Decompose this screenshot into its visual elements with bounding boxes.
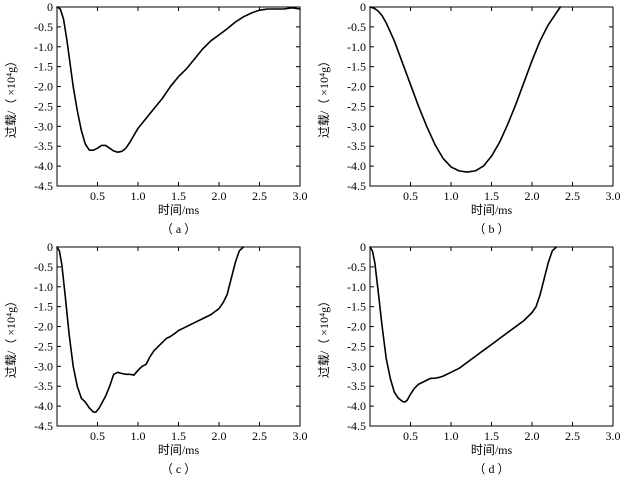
plot-frame xyxy=(369,246,614,427)
x-tick-label: 1.5 xyxy=(484,429,499,443)
x-tick-label: 2.0 xyxy=(525,189,540,203)
x-tick-label: 2.5 xyxy=(252,429,267,443)
x-tick-label: 3.0 xyxy=(293,189,308,203)
x-axis-label: 时间/ms xyxy=(158,443,200,457)
chart-panel-c: 0.5 1.0 1.5 2.0 2.5 3.0 0 -0.5 -1.0 -1.5 -2.0 -2.5 -… xyxy=(4,240,308,476)
y-tick-label: -4.5 xyxy=(34,419,53,433)
y-tick-label: 0 xyxy=(360,0,366,14)
x-tick-label: 1.5 xyxy=(484,189,499,203)
y-tick-label: -1.0 xyxy=(34,40,53,54)
y-tick-label: -4.0 xyxy=(347,159,366,173)
x-axis-label: 时间/ms xyxy=(471,443,513,457)
x-tick-label: 1.0 xyxy=(444,429,459,443)
y-tick-label: -2.0 xyxy=(34,320,53,334)
x-tick-label: 2.5 xyxy=(252,189,267,203)
y-tick-label: -4.0 xyxy=(34,399,53,413)
chart-panel-a: 0.5 1.0 1.5 2.0 2.5 3.0 0 -0.5 -1.0 -1.5 -2.0 -2.5 -… xyxy=(4,0,308,236)
x-tick-label: 1.0 xyxy=(131,429,146,443)
x-tick-label: 0.5 xyxy=(90,429,105,443)
plot-frame xyxy=(369,6,614,187)
y-axis-label: 过载/（ ×10⁴g） xyxy=(317,55,331,138)
y-tick-label: -2.0 xyxy=(34,80,53,94)
y-tick-label: -1.0 xyxy=(347,280,366,294)
x-tick-label: 0.5 xyxy=(403,429,418,443)
panel-caption: （ a ） xyxy=(161,222,196,236)
y-tick-label: -0.5 xyxy=(347,20,366,34)
y-tick-label: -0.5 xyxy=(34,260,53,274)
x-tick-label: 0.5 xyxy=(403,189,418,203)
x-tick-label: 2.5 xyxy=(565,189,580,203)
x-tick-label: 1.0 xyxy=(444,189,459,203)
chart-panel-b: 0.5 1.0 1.5 2.0 2.5 3.0 0 -0.5 -1.0 -1.5 -2.0 -2.5 -… xyxy=(317,0,621,236)
x-tick-label: 3.0 xyxy=(606,189,621,203)
y-tick-label: -1.0 xyxy=(347,40,366,54)
series-line xyxy=(56,246,245,413)
y-tick-label: -3.5 xyxy=(347,139,366,153)
y-tick-label: -2.5 xyxy=(34,99,53,113)
x-tick-label: 3.0 xyxy=(293,429,308,443)
series-line xyxy=(56,6,301,153)
y-tick-label: -2.0 xyxy=(347,320,366,334)
plot-frame xyxy=(56,6,301,187)
x-tick-label: 1.5 xyxy=(171,429,186,443)
y-tick-label: -3.0 xyxy=(34,119,53,133)
x-tick-label: 3.0 xyxy=(606,429,621,443)
plot-frame xyxy=(56,246,301,427)
y-axis-label: 过载/（ ×10⁴g） xyxy=(317,295,331,378)
panel-caption: （ c ） xyxy=(161,462,196,476)
y-tick-label: -3.0 xyxy=(347,359,366,373)
chart-panel-d: 0.5 1.0 1.5 2.0 2.5 3.0 0 -0.5 -1.0 -1.5 -2.0 -2.5 -… xyxy=(317,240,621,476)
panel-caption: （ d ） xyxy=(473,462,509,476)
x-tick-label: 2.0 xyxy=(212,429,227,443)
x-tick-label: 1.0 xyxy=(131,189,146,203)
y-tick-label: -3.5 xyxy=(34,379,53,393)
x-tick-label: 0.5 xyxy=(90,189,105,203)
panel-caption: （ b ） xyxy=(473,222,509,236)
y-tick-label: -2.0 xyxy=(347,80,366,94)
y-tick-label: -3.0 xyxy=(34,359,53,373)
y-tick-label: -2.5 xyxy=(34,339,53,353)
y-tick-label: -4.5 xyxy=(347,179,366,193)
y-tick-label: -4.5 xyxy=(347,419,366,433)
y-tick-label: 0 xyxy=(360,240,366,254)
x-tick-label: 2.5 xyxy=(565,429,580,443)
series-line xyxy=(369,6,562,173)
y-tick-label: -3.5 xyxy=(347,379,366,393)
x-tick-label: 2.0 xyxy=(525,429,540,443)
y-tick-label: -4.0 xyxy=(34,159,53,173)
x-axis-label: 时间/ms xyxy=(471,203,513,217)
y-tick-label: 0 xyxy=(47,240,53,254)
y-axis-label: 过载/（ ×10⁴g） xyxy=(4,295,18,378)
series-line xyxy=(369,246,558,403)
y-tick-label: -1.5 xyxy=(34,300,53,314)
y-tick-label: -4.5 xyxy=(34,179,53,193)
x-tick-label: 2.0 xyxy=(212,189,227,203)
y-tick-label: -3.0 xyxy=(347,119,366,133)
y-axis-label: 过载/（ ×10⁴g） xyxy=(4,55,18,138)
y-tick-label: -1.0 xyxy=(34,280,53,294)
x-tick-label: 1.5 xyxy=(171,189,186,203)
y-tick-label: 0 xyxy=(47,0,53,14)
y-tick-label: -1.5 xyxy=(34,60,53,74)
y-tick-label: -1.5 xyxy=(347,300,366,314)
y-tick-label: -0.5 xyxy=(34,20,53,34)
y-tick-label: -4.0 xyxy=(347,399,366,413)
y-tick-label: -2.5 xyxy=(347,339,366,353)
y-tick-label: -1.5 xyxy=(347,60,366,74)
y-tick-label: -2.5 xyxy=(347,99,366,113)
y-tick-label: -3.5 xyxy=(34,139,53,153)
y-tick-label: -0.5 xyxy=(347,260,366,274)
x-axis-label: 时间/ms xyxy=(158,203,200,217)
